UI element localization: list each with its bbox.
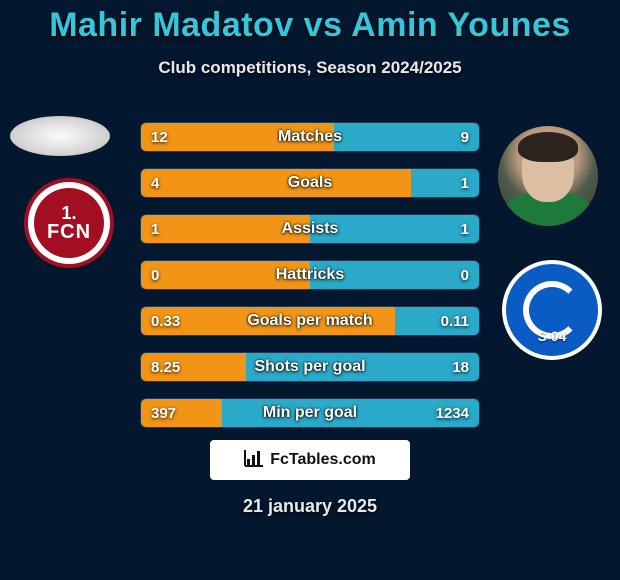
comparison-bars: Matches129 Goals41 Assists11 Hattricks00 Goa… — [140, 122, 480, 444]
stat-row: Goals per match0.330.11 — [140, 306, 480, 336]
stat-row: Hattricks00 — [140, 260, 480, 290]
stat-bar-left — [141, 307, 395, 335]
stat-bar-right — [411, 169, 479, 197]
fcn-logo-text-bottom: FCN — [47, 222, 91, 242]
stat-bar-right — [222, 399, 479, 427]
footer-site-label: FcTables.com — [270, 451, 376, 469]
stat-bar-left — [141, 353, 246, 381]
page-title: Mahir Madatov vs Amin Younes — [0, 6, 620, 45]
stat-bar-left — [141, 215, 310, 243]
stat-bar-right — [334, 123, 479, 151]
club-left-logo: 1. FCN — [24, 178, 114, 268]
fcn-logo-inner: 1. FCN — [34, 188, 104, 258]
stat-bar-left — [141, 399, 222, 427]
stat-bar-left — [141, 261, 310, 289]
stat-bar-right — [310, 261, 479, 289]
player-left-photo-placeholder — [10, 116, 110, 156]
footer-site-box: FcTables.com — [210, 440, 410, 480]
stat-row: Shots per goal8.2518 — [140, 352, 480, 382]
stat-bar-right — [310, 215, 479, 243]
chart-icon — [244, 449, 264, 472]
player-right-hair — [518, 132, 578, 162]
stat-row: Matches129 — [140, 122, 480, 152]
stat-bar-right — [246, 353, 479, 381]
footer-date: 21 january 2025 — [0, 496, 620, 517]
stat-bar-left — [141, 169, 411, 197]
fcn-logo-text-top: 1. — [61, 204, 76, 222]
club-right-logo: S 04 — [502, 260, 602, 360]
fcn-logo-circle: 1. FCN — [24, 178, 114, 268]
stat-bar-right — [395, 307, 480, 335]
stat-row: Assists11 — [140, 214, 480, 244]
schalke-logo-text: S 04 — [506, 328, 598, 344]
stat-row: Min per goal3971234 — [140, 398, 480, 428]
schalke-logo-circle: S 04 — [502, 260, 602, 360]
player-right-photo — [498, 126, 598, 226]
stat-bar-left — [141, 123, 334, 151]
page-subtitle: Club competitions, Season 2024/2025 — [0, 58, 620, 78]
stat-row: Goals41 — [140, 168, 480, 198]
